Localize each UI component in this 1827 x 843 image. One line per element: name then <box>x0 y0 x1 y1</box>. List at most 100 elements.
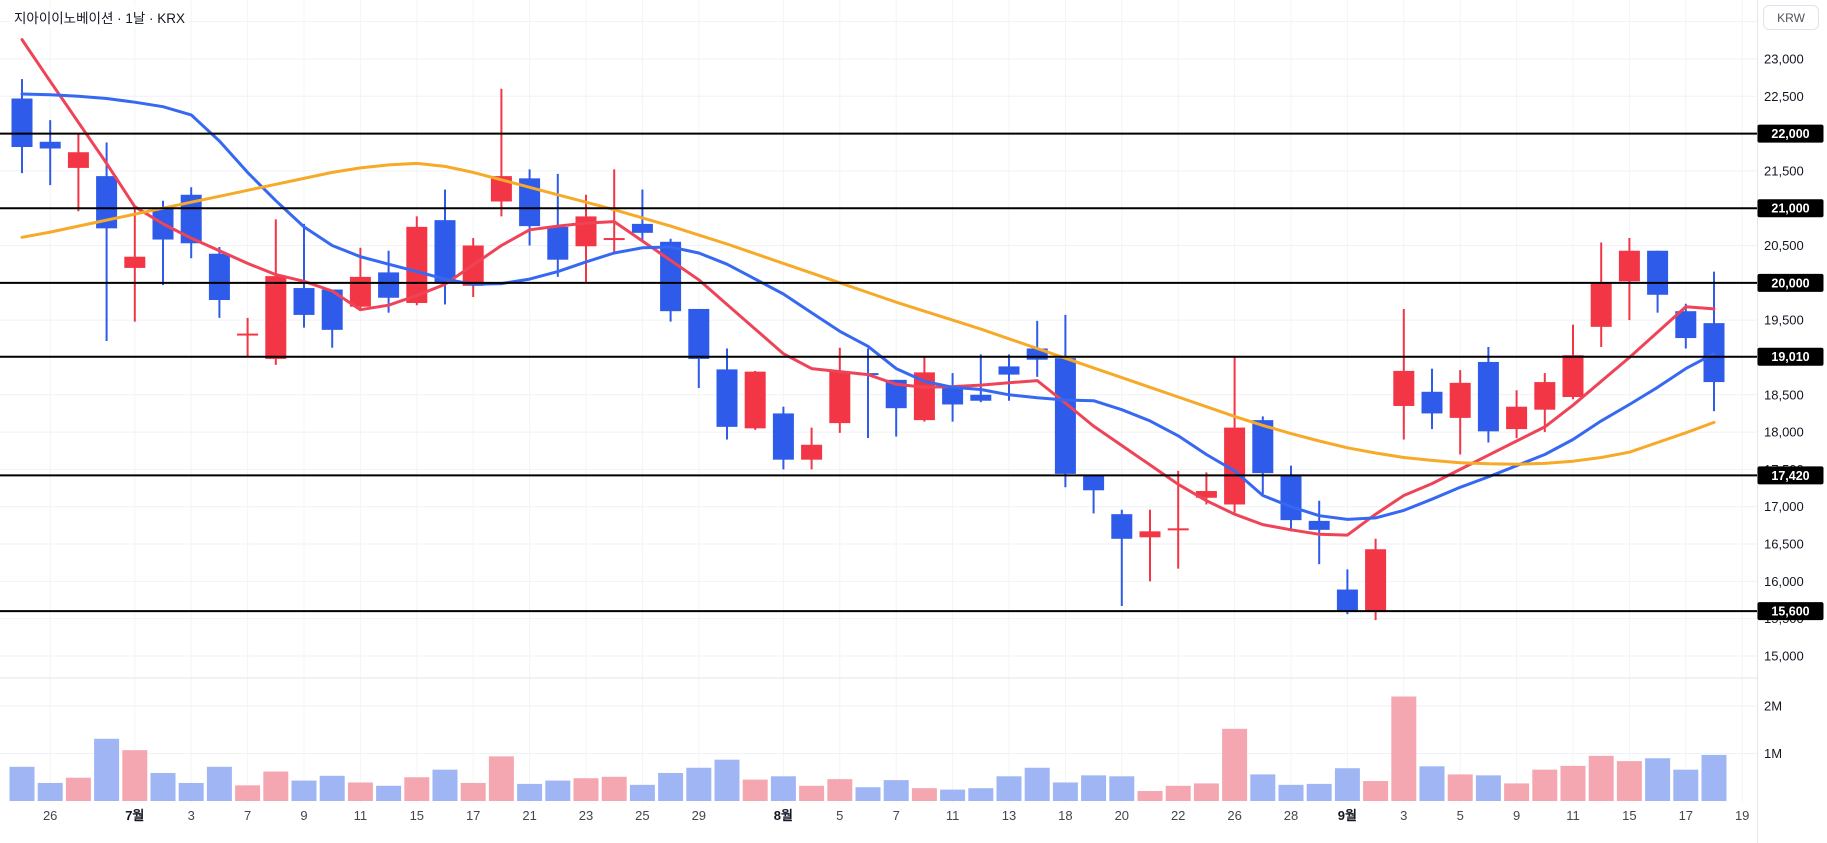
price-line-badge[interactable] <box>1757 602 1824 621</box>
candle-body <box>1534 382 1556 410</box>
candle-body <box>406 226 428 303</box>
date-tick-label: 21 <box>522 808 536 823</box>
candle-body <box>1421 391 1443 414</box>
candle-body <box>1224 427 1246 505</box>
price-line-badge[interactable] <box>1757 124 1824 143</box>
price-tick-label: 18,000 <box>1764 425 1804 440</box>
candle-body <box>998 366 1020 375</box>
price-axis-labels: 23,000 22,500 21,500 20,500 19,500 18,500 18,0… <box>1764 51 1804 761</box>
date-tick-label: 20 <box>1115 808 1129 823</box>
candle-body <box>1336 589 1358 612</box>
price-line-badge[interactable] <box>1757 199 1824 218</box>
volume-bar <box>714 759 740 801</box>
price-line-badge-label: 21,000 <box>1771 202 1809 216</box>
candle-body <box>293 288 315 315</box>
volume-bar <box>573 778 599 801</box>
volume-bar <box>206 766 232 801</box>
volume-bar <box>1165 785 1191 801</box>
volume-bar <box>1363 781 1389 801</box>
price-tick-label: 19,500 <box>1764 313 1804 328</box>
volume-bar <box>488 756 514 801</box>
price-line-badge[interactable] <box>1757 273 1824 292</box>
volume-bar <box>911 788 937 801</box>
price-axis[interactable] <box>1757 0 1827 801</box>
currency-krw-button[interactable]: KRW <box>1763 5 1819 30</box>
volume-bar <box>883 780 909 801</box>
volume-bar <box>432 769 458 801</box>
date-tick-label: 11 <box>946 808 960 823</box>
volume-bar <box>122 750 148 801</box>
volume-bar <box>770 776 796 801</box>
candle-body <box>1365 549 1387 611</box>
date-tick-label: 3 <box>188 808 195 823</box>
ma-fast-red <box>20 38 1716 537</box>
volume-bar <box>319 775 345 801</box>
price-line-badge[interactable] <box>1757 466 1824 485</box>
candle-body <box>124 256 146 268</box>
volume-bar <box>1701 754 1727 801</box>
date-tick-label: 15 <box>410 808 424 823</box>
candle-body <box>829 371 851 424</box>
volume-bar <box>1391 696 1417 801</box>
ma-mid-blue <box>20 92 1716 521</box>
candle-body <box>1393 370 1415 406</box>
candle-body <box>1195 491 1217 498</box>
candle-body <box>1167 528 1189 531</box>
price-line-badge[interactable] <box>1757 347 1824 366</box>
candle-body <box>265 276 287 359</box>
volume-bar <box>37 782 63 801</box>
volume-bar <box>404 777 430 801</box>
candle-body <box>67 152 89 168</box>
candle-body <box>744 371 766 429</box>
date-tick-label: 26 <box>1227 808 1241 823</box>
volume-bar <box>1419 766 1445 801</box>
candle-body <box>1026 348 1048 360</box>
volume-bar <box>235 785 261 801</box>
date-tick-label: 13 <box>1002 808 1016 823</box>
candle-body <box>378 272 400 298</box>
date-tick-label: 19 <box>1735 808 1749 823</box>
candle-body <box>1083 474 1105 491</box>
candle-body <box>1252 420 1274 474</box>
volume-bar <box>1250 774 1276 801</box>
candle-body <box>1139 531 1161 538</box>
candle-body <box>208 253 230 300</box>
volume-bar <box>376 785 402 801</box>
volume-tick-label: 2M <box>1764 699 1782 714</box>
price-tick-label: 21,500 <box>1764 163 1804 178</box>
volume-layer <box>9 696 1727 801</box>
price-line-badge-label: 20,000 <box>1771 276 1809 290</box>
volume-bar <box>968 788 994 801</box>
time-axis[interactable] <box>0 803 1757 843</box>
volume-bar <box>827 779 853 801</box>
volume-tick-label: 1M <box>1764 746 1782 761</box>
date-tick-label: 23 <box>579 808 593 823</box>
volume-bar <box>1137 791 1163 801</box>
volume-bar <box>742 779 768 801</box>
volume-bar <box>1052 782 1078 801</box>
price-tick-label: 22,500 <box>1764 89 1804 104</box>
price-tick-label: 17,000 <box>1764 499 1804 514</box>
volume-bar <box>996 776 1022 801</box>
candle-body <box>349 276 371 307</box>
candle-body <box>1111 514 1133 539</box>
date-tick-label: 9 <box>1513 808 1520 823</box>
date-tick-label: 7 <box>893 808 900 823</box>
date-tick-label: 29 <box>692 808 706 823</box>
date-tick-label: 17 <box>1679 808 1693 823</box>
date-tick-label: 5 <box>836 808 843 823</box>
candle-body <box>1562 355 1584 398</box>
candle-body <box>660 241 682 312</box>
price-line-badge-label: 22,000 <box>1771 127 1809 141</box>
volume-bar <box>940 789 966 801</box>
candle-body <box>1675 311 1697 339</box>
volume-bar <box>799 785 825 801</box>
candle-body <box>885 379 907 409</box>
date-tick-label: 9 <box>300 808 307 823</box>
volume-bar <box>1024 767 1050 801</box>
candle-body <box>1280 474 1302 521</box>
price-tick-label: 16,000 <box>1764 574 1804 589</box>
volume-bar <box>150 772 176 801</box>
date-tick-label: 28 <box>1284 808 1298 823</box>
